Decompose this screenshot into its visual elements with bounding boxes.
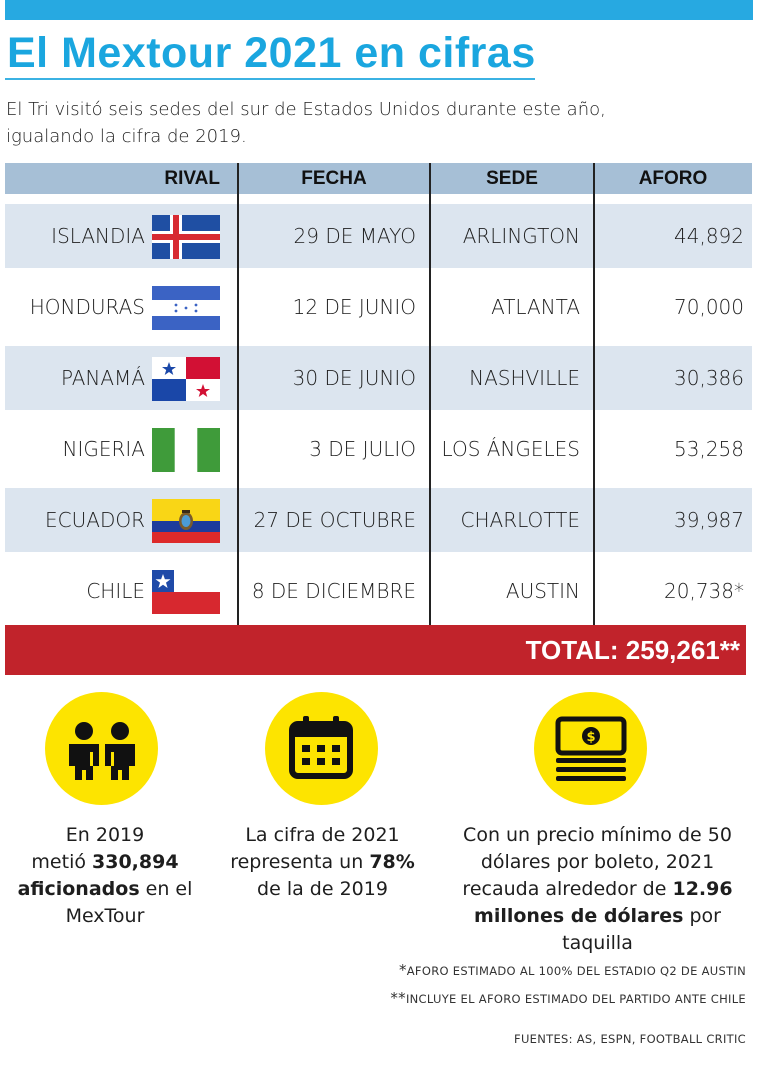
attendance: 53,258 (674, 437, 744, 461)
intro-line-1: El Tri visitó seis sedes del sur de Esta… (6, 99, 606, 120)
stat-fans-line: En 2019 (65, 824, 145, 846)
match-date: 29 DE MAYO (293, 224, 416, 248)
match-date: 3 DE JULIO (309, 437, 416, 461)
honduras-flag-icon (152, 286, 220, 330)
stat-highlight: 78% (369, 851, 415, 873)
intro-text: El Tri visitó seis sedes del sur de Esta… (6, 96, 626, 150)
stat-highlight: aficionados (17, 878, 140, 900)
total-bar: TOTAL: 259,261** (5, 625, 746, 675)
panama-flag-icon (152, 357, 220, 401)
chile-flag-icon (152, 570, 220, 614)
footnote-text: INCLUYE EL AFORO ESTIMADO DEL PARTIDO AN… (405, 992, 746, 1006)
calendar-icon (289, 716, 353, 779)
total-attendance: TOTAL: 259,261** (525, 635, 740, 665)
footnote-marker: ** (390, 989, 406, 1007)
column-divider (237, 163, 239, 625)
stat-fans-line: MexTour (65, 905, 145, 927)
calendar-icon-circle (265, 692, 378, 805)
people-icon (69, 722, 135, 780)
stat-ratio-line: La cifra de 2021 (245, 824, 400, 846)
stat-money-line: recauda alrededor de 12.96 (440, 876, 755, 903)
rival-name: ECUADOR (45, 508, 145, 532)
table-header-row: RIVAL FECHA SEDE AFORO (5, 163, 752, 194)
matches-table: RIVAL FECHA SEDE AFORO ISLANDIA 29 DE MA… (5, 163, 752, 614)
match-date: 27 DE OCTUBRE (253, 508, 416, 532)
footnote-austin: *AFORO ESTIMADO AL 100% DEL ESTADIO Q2 D… (399, 961, 746, 979)
attendance: 70,000 (674, 295, 744, 319)
stat-money: Con un precio mínimo de 50 dólares por b… (440, 822, 755, 957)
stat-fans: En 2019 metió 330,894 aficionados en el … (10, 822, 200, 930)
match-date: 12 DE JUNIO (292, 295, 416, 319)
stat-text: metió (31, 851, 93, 873)
venue: CHARLOTTE (460, 508, 580, 532)
stat-text: por taquilla (562, 905, 721, 954)
intro-line-2: igualando la cifra de 2019. (6, 126, 247, 147)
table-row: ISLANDIA 29 DE MAYO ARLINGTON 44,892 (5, 204, 752, 268)
venue: ATLANTA (491, 295, 580, 319)
table-row: ECUADOR 27 DE OCTUBRE CHARLOTTE 39,987 (5, 488, 752, 552)
footnote-text: AFORO ESTIMADO AL 100% DEL ESTADIO Q2 DE… (406, 964, 746, 978)
title-underline (5, 78, 535, 80)
stat-text: representa un (230, 851, 370, 873)
stat-highlight: millones de dólares (474, 905, 684, 927)
rival-name: NIGERIA (62, 437, 145, 461)
header-fecha: FECHA (301, 168, 367, 189)
stat-ratio-line: representa un 78% (225, 849, 420, 876)
page-title: El Mextour 2021 en cifras (7, 29, 536, 77)
footnote-chile: **INCLUYE EL AFORO ESTIMADO DEL PARTIDO … (390, 989, 746, 1007)
table-row: NIGERIA 3 DE JULIO LOS ÁNGELES 53,258 (5, 417, 752, 481)
attendance: 44,892 (674, 224, 744, 248)
venue: NASHVILLE (469, 366, 580, 390)
column-divider (593, 163, 595, 625)
rival-name: CHILE (86, 579, 145, 603)
venue: LOS ÁNGELES (441, 437, 580, 461)
nigeria-flag-icon (152, 428, 220, 472)
venue: AUSTIN (505, 579, 580, 603)
stat-money-line: Con un precio mínimo de 50 (463, 824, 732, 846)
rival-name: HONDURAS (29, 295, 145, 319)
match-date: 30 DE JUNIO (292, 366, 416, 390)
stat-fans-line: aficionados en el (10, 876, 200, 903)
rival-name: PANAMÁ (60, 366, 145, 390)
stat-ratio-line: de la de 2019 (257, 878, 388, 900)
iceland-flag-icon (152, 215, 220, 259)
money-icon: $ (555, 716, 627, 781)
stat-highlight: 330,894 (92, 851, 179, 873)
column-divider (429, 163, 431, 625)
sources: FUENTES: AS, ESPN, FOOTBALL CRITIC (514, 1032, 746, 1046)
stat-money-line: dólares por boleto, 2021 (480, 851, 715, 873)
ecuador-flag-icon (152, 499, 220, 543)
table-row: HONDURAS 12 DE JUNIO ATLANTA 70,000 (5, 275, 752, 339)
stat-highlight: 12.96 (672, 878, 733, 900)
table-row: PANAMÁ 30 DE JUNIO NASHVILLE 30,386 (5, 346, 752, 410)
venue: ARLINGTON (462, 224, 580, 248)
match-date: 8 DE DICIEMBRE (251, 579, 416, 603)
people-icon-circle (45, 692, 158, 805)
footnote-marker: * (398, 961, 407, 979)
attendance: 20,738* (664, 579, 744, 603)
stat-text: recauda alrededor de (462, 878, 673, 900)
svg-text:$: $ (586, 730, 595, 745)
header-sede: SEDE (486, 168, 538, 189)
rival-name: ISLANDIA (51, 224, 145, 248)
attendance: 30,386 (674, 366, 744, 390)
stat-ratio: La cifra de 2021 representa un 78% de la… (225, 822, 420, 903)
stat-fans-line: metió 330,894 (10, 849, 200, 876)
stat-text: en el (139, 878, 193, 900)
table-row: CHILE 8 DE DICIEMBRE AUSTIN 20,738* (5, 559, 752, 623)
header-aforo: AFORO (638, 168, 708, 189)
stat-money-line: millones de dólares por taquilla (440, 903, 755, 957)
attendance: 39,987 (674, 508, 744, 532)
money-icon-circle: $ (534, 692, 647, 805)
top-accent-bar (5, 0, 753, 20)
header-rival: RIVAL (164, 168, 220, 189)
